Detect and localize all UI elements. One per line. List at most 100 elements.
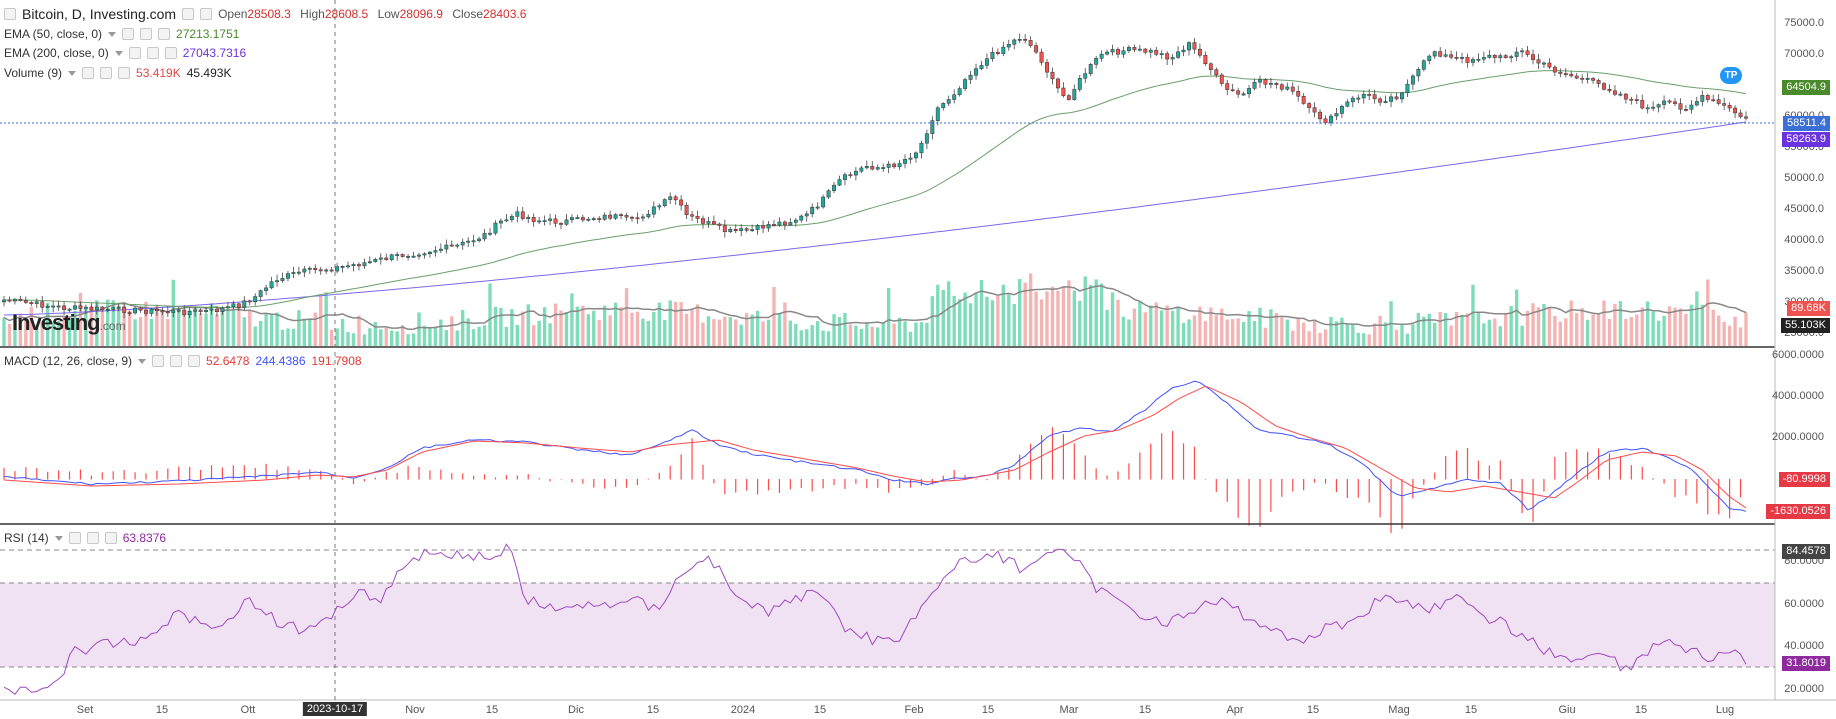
settings-icon[interactable] <box>100 67 113 79</box>
volume-bar <box>122 305 126 346</box>
volume-bar <box>1711 309 1715 346</box>
volume-bar <box>1159 310 1164 346</box>
settings-icon[interactable] <box>146 47 159 59</box>
volume-bar <box>346 332 350 346</box>
volume-bar <box>1673 307 1677 346</box>
volume-bar <box>455 330 459 346</box>
volume-bar <box>1094 279 1098 346</box>
settings-icon[interactable] <box>200 8 213 20</box>
legend-rsi[interactable]: RSI (14) 63.8376 <box>4 531 166 545</box>
volume-bar <box>1345 323 1350 346</box>
time-axis-tick: Giu <box>1558 704 1576 716</box>
candle-body <box>755 225 760 230</box>
close-icon[interactable] <box>188 355 201 367</box>
close-icon[interactable] <box>104 532 117 544</box>
open-label: Open <box>218 7 248 21</box>
volume-bar <box>439 319 443 346</box>
candle-body <box>1683 109 1688 111</box>
candle-body <box>1023 38 1028 41</box>
chevron-down-icon[interactable] <box>68 70 77 76</box>
macd-line-label: -1630.0526 <box>1766 504 1830 519</box>
candle-body <box>1148 49 1153 53</box>
volume-bar <box>1547 306 1552 346</box>
close-icon[interactable] <box>118 67 131 79</box>
candle-body <box>1350 97 1355 103</box>
volume-bar <box>35 324 39 346</box>
volume-bar <box>1351 324 1355 346</box>
volume-bar <box>56 320 61 346</box>
candle-body <box>209 308 214 311</box>
time-axis-tick: 15 <box>813 704 827 716</box>
price-candles <box>2 33 1748 319</box>
chevron-down-icon[interactable] <box>108 31 117 37</box>
candle-body <box>1738 112 1743 118</box>
volume-bar <box>1656 320 1661 346</box>
eye-icon[interactable] <box>182 8 195 20</box>
close-value: 28403.6 <box>483 7 527 21</box>
volume-bar <box>772 287 776 346</box>
volume-bar <box>1531 303 1535 346</box>
volume-bar <box>40 321 44 346</box>
tp-badge[interactable]: TP <box>1720 67 1742 84</box>
candle-body <box>1520 50 1525 53</box>
investing-watermark-logo: Investing.com <box>12 310 126 335</box>
legend-ema50[interactable]: EMA (50, close, 0) 27213.1751 <box>4 27 239 41</box>
volume-bar <box>1132 308 1137 346</box>
volume-bar <box>941 289 945 346</box>
candle-body <box>1580 77 1585 80</box>
candle-body <box>482 233 487 240</box>
candle-body <box>264 287 269 291</box>
candle-body <box>1711 99 1716 102</box>
candle-body <box>963 79 968 89</box>
volume-bar <box>1050 286 1055 346</box>
chevron-down-icon[interactable] <box>138 358 147 364</box>
candle-body <box>1143 48 1148 53</box>
settings-icon[interactable] <box>86 532 99 544</box>
settings-icon[interactable] <box>140 28 153 40</box>
candle-body <box>400 254 405 257</box>
candle-body <box>1498 55 1503 58</box>
candle-body <box>231 303 236 307</box>
candle-body <box>40 301 45 308</box>
eye-icon[interactable] <box>68 532 81 544</box>
eye-icon[interactable] <box>82 67 95 79</box>
chevron-down-icon[interactable] <box>114 50 123 56</box>
volume-bar <box>821 330 825 346</box>
candle-body <box>149 308 154 314</box>
candle-body <box>788 222 793 226</box>
volume-bar <box>187 310 192 346</box>
settings-icon[interactable] <box>170 355 183 367</box>
eye-icon[interactable] <box>122 28 135 40</box>
time-axis-tick: 15 <box>646 704 660 716</box>
volume-bar <box>1536 307 1541 346</box>
candle-body <box>1274 82 1279 85</box>
chevron-down-icon[interactable] <box>54 535 63 541</box>
collapse-icon[interactable] <box>4 8 16 20</box>
candle-body <box>657 205 662 208</box>
volume-bar <box>832 314 836 346</box>
close-icon[interactable] <box>158 28 171 40</box>
volume-bar <box>1105 309 1109 346</box>
candle-body <box>242 300 247 308</box>
volume-bar <box>1411 324 1415 346</box>
candle-body <box>51 305 56 308</box>
eye-icon[interactable] <box>128 47 141 59</box>
candle-body <box>182 309 187 315</box>
candle-body <box>924 133 929 144</box>
volume-price-label: 89.68K <box>1787 301 1830 316</box>
eye-icon[interactable] <box>152 355 165 367</box>
legend-macd[interactable]: MACD (12, 26, close, 9) 52.6478 244.4386… <box>4 354 362 368</box>
volume-bars <box>2 273 1748 346</box>
candle-body <box>384 257 389 260</box>
time-axis-tick: Mag <box>1388 704 1410 716</box>
volume-bar <box>504 326 509 346</box>
volume-bar <box>581 305 585 346</box>
volume-bar <box>799 330 803 346</box>
close-icon[interactable] <box>164 47 177 59</box>
volume-bar <box>286 328 290 346</box>
volume-bar <box>1722 321 1726 346</box>
volume-bar <box>155 304 159 346</box>
legend-volume[interactable]: Volume (9) 53.419K 45.493K <box>4 66 231 80</box>
legend-ema200[interactable]: EMA (200, close, 0) 27043.7316 <box>4 46 246 60</box>
